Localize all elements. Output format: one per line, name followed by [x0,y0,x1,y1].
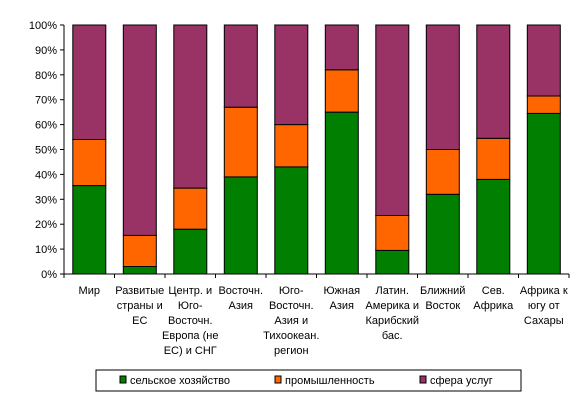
y-tick-label: 20% [35,219,57,231]
bar-segment-1-2 [122,266,157,275]
x-category-label: Юго-Восточн. Азия и Тихоокеан. регион [263,285,319,357]
bar-segment-3-6 [324,24,359,71]
bar-segment-2-7 [375,215,410,251]
legend-swatch [419,375,427,384]
x-category-label: Восточн. Азия [218,285,263,312]
bar-segment-2-10 [526,95,561,114]
bar-segment-1-5 [274,166,309,275]
y-tick-label: 50% [35,145,57,157]
legend-swatch [119,375,127,384]
bar-segment-1-1 [72,185,107,275]
bar-segment-2-5 [274,124,309,168]
x-category-label: Латин. Америка и Карибский бас. [365,285,419,342]
bar-segment-3-8 [425,24,460,150]
bar-segment-1-4 [223,176,258,275]
y-tick-label: 30% [35,194,57,206]
bar-segment-3-1 [72,24,107,140]
bar-segment-2-6 [324,69,359,113]
bar-segment-1-3 [173,228,208,275]
x-category-label: Центр. и Юго-Восточн. Европа (не ЕС) и СНГ [162,285,218,357]
bar-segment-3-2 [122,24,157,236]
bar-segment-2-3 [173,187,208,230]
bar-segment-3-4 [223,24,258,108]
bar-segment-3-5 [274,24,309,126]
y-tick-label: 100% [29,20,57,32]
x-category-label: Сев. Африка [473,285,514,312]
bar-segment-2-4 [223,106,258,178]
legend-label: промышленность [285,375,375,387]
bar-segment-2-2 [122,234,157,267]
y-axis: 0% 10% 20% 30% 40% 50% 60% 70% 80% 90% 100% [29,20,65,281]
legend-box [95,369,522,392]
y-tick-label: 90% [35,45,57,57]
bar-segment-1-8 [425,193,460,275]
bar-segment-1-10 [526,112,561,275]
x-category-label: Развитые страны и ЕС [115,285,164,327]
y-tick-label: 10% [35,244,57,256]
x-category-label: Ближний Восток [420,285,465,312]
y-tick-label: 60% [35,120,57,132]
bar-segment-1-7 [375,249,410,275]
y-tick-label: 0% [41,269,57,281]
y-tick-label: 70% [35,95,57,107]
plot-area [72,24,561,275]
bar-segment-1-9 [476,178,511,275]
bar-segment-3-3 [173,24,208,189]
bar-segment-3-9 [476,24,511,139]
legend: сельское хозяйство промышленность сфера ус… [95,369,522,392]
bar-segment-2-9 [476,137,511,180]
x-category-label: Африка к югу от Сахары [520,285,568,327]
legend-swatch [274,375,282,384]
bar-segment-1-6 [324,111,359,275]
x-category-label: Мир [79,285,100,297]
legend-label: сельское хозяйство [130,375,230,387]
bar-segment-3-10 [526,24,561,97]
bar-segment-2-1 [72,139,107,187]
legend-label: сфера услуг [430,375,493,387]
bar-segment-3-7 [375,24,410,216]
bar-segment-2-8 [425,149,460,195]
x-category-label: Южная Азия [323,285,360,312]
y-tick-label: 40% [35,169,57,181]
y-tick-label: 80% [35,70,57,82]
